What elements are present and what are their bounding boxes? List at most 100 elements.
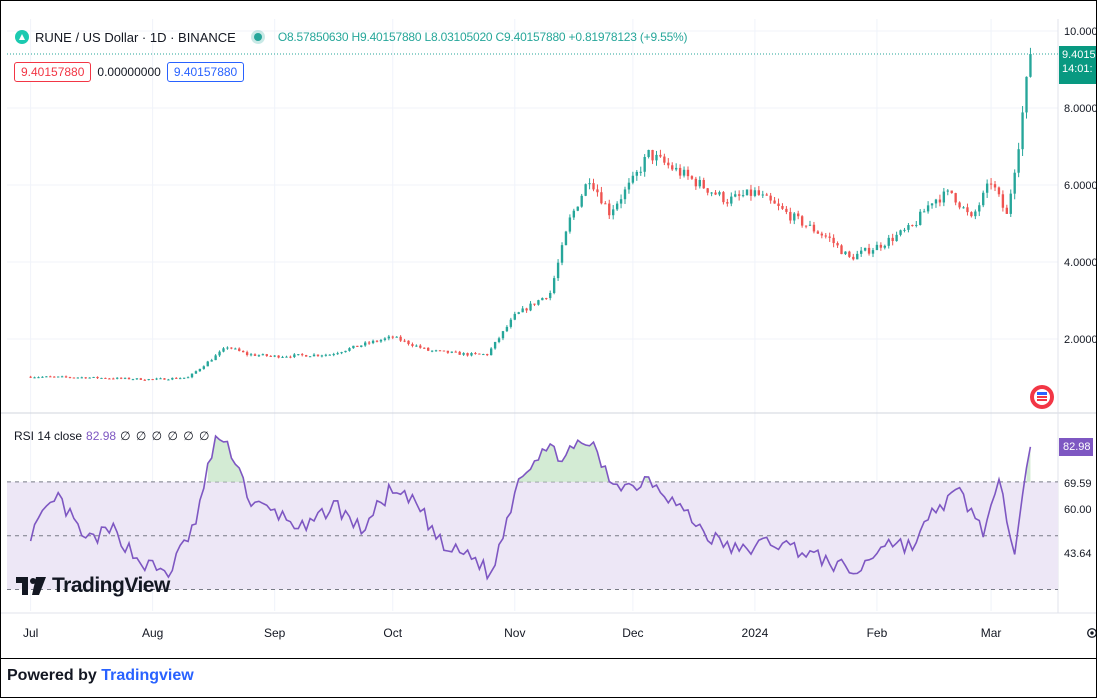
candle-body [482, 354, 485, 356]
candle-body [942, 191, 946, 203]
candle-body [316, 354, 320, 356]
candle-body [206, 361, 209, 367]
candle-body [545, 298, 548, 300]
candle-body [844, 251, 847, 255]
candle-body [741, 195, 745, 197]
candle-body [612, 209, 615, 216]
candle-body [289, 356, 292, 358]
candle-body [560, 245, 564, 263]
candle-body [848, 251, 851, 257]
candle-body [785, 208, 788, 212]
candle-body [639, 171, 642, 173]
candle-body [68, 377, 72, 379]
symbol-title[interactable]: RUNE / US Dollar · 1D · BINANCE [35, 29, 236, 45]
rsi-overbought-fill [207, 436, 244, 482]
candle-body [470, 353, 473, 356]
rsi-y-tick-label: 60.00 [1064, 504, 1092, 516]
rsi-y-tick-label: 69.59 [1064, 478, 1092, 490]
rsi-line [29, 434, 1032, 581]
candle-body [367, 342, 371, 344]
candle-body [92, 376, 95, 378]
candle-body [304, 355, 308, 357]
candle-body [860, 250, 863, 254]
candle-body [922, 211, 926, 213]
sell-price-box[interactable]: 9.40157880 [14, 62, 92, 82]
candle-body [127, 377, 131, 380]
candle-body [360, 345, 363, 347]
candle-body [659, 154, 662, 157]
candle-body [332, 354, 335, 356]
rsi-overbought-fill [644, 476, 649, 482]
candle-body [879, 244, 883, 248]
candle-body [734, 194, 737, 197]
candle-body [674, 167, 678, 170]
candle-body [438, 350, 442, 352]
candle-body [749, 189, 753, 196]
x-tick-label: Jul [23, 626, 38, 640]
rsi-label: RSI 14 close [14, 429, 83, 443]
candle-body [45, 376, 48, 378]
candle-body [797, 213, 800, 217]
candle-body [182, 377, 186, 379]
candle-body [383, 338, 387, 340]
ohlc-values: O8.57850630 H9.40157880 L8.03105020 C9.4… [278, 30, 688, 44]
symbol-legend: RUNE / US Dollar · 1D · BINANCE O8.57850… [15, 27, 688, 47]
candle-body [592, 183, 595, 190]
rsi-legend[interactable]: RSI 14 close 82.98 ∅ ∅ ∅ ∅ ∅ ∅ [14, 429, 210, 443]
candle-body [234, 348, 237, 350]
events-flag-icon[interactable] [1028, 383, 1056, 411]
candle-body [139, 378, 143, 380]
candle-body [572, 210, 576, 218]
candle-body [962, 207, 965, 209]
candle-body [100, 377, 103, 379]
candle-body [29, 376, 32, 378]
candle-body [777, 203, 780, 206]
candle-body [218, 351, 221, 356]
candle-body [793, 213, 796, 221]
candle-body [281, 356, 284, 358]
buy-price-box[interactable]: 9.40157880 [166, 62, 245, 82]
candle-body [954, 193, 957, 203]
candle-body [442, 350, 446, 352]
x-tick-label: Nov [504, 626, 525, 640]
candle-body [344, 350, 347, 353]
candle-body [919, 211, 922, 225]
x-tick-label: Dec [622, 626, 643, 640]
candle-body [584, 184, 587, 196]
candle-body [328, 354, 331, 356]
candle-body [466, 353, 469, 356]
candle-body [277, 355, 280, 358]
candle-body [643, 156, 646, 172]
candle-body [714, 192, 717, 195]
candle-body [958, 202, 961, 208]
candle-body [816, 231, 820, 234]
candle-body [682, 169, 686, 176]
candle-body [186, 377, 190, 379]
ohlc-high: H9.40157880 [351, 30, 422, 44]
y-tick-label: 6.0000 [1064, 180, 1097, 192]
footer-credit: Powered by Tradingview [7, 667, 194, 685]
candle-body [261, 354, 265, 356]
candle-body [265, 354, 268, 356]
candle-body [623, 189, 627, 200]
candle-body [828, 236, 831, 238]
candle-body [202, 366, 205, 369]
candle-body [938, 199, 942, 203]
candle-body [730, 196, 733, 204]
candle-body [800, 216, 804, 226]
candle-body [273, 355, 276, 357]
candle-body [564, 231, 568, 246]
candle-body [171, 377, 174, 380]
candle-body [765, 194, 768, 196]
candle-body [364, 342, 367, 346]
candle-body [911, 225, 914, 227]
candle-body [167, 379, 170, 381]
ohlc-close: C9.40157880 [495, 30, 566, 44]
candle-body [856, 253, 859, 260]
footer-brand-link[interactable]: Tradingview [101, 667, 194, 684]
candle-body [663, 156, 666, 163]
tradingview-watermark: TradingView [16, 574, 170, 598]
last-price-tag: 9.4015 14:01: [1059, 46, 1096, 85]
rsi-last-value-tag: 82.98 [1059, 437, 1093, 456]
settings-icon[interactable] [1086, 626, 1097, 640]
